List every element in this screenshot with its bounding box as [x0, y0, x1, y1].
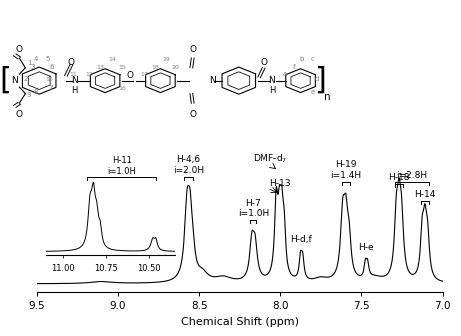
Text: O: O	[68, 58, 75, 68]
Text: N: N	[12, 76, 18, 85]
Text: 6: 6	[50, 65, 54, 70]
Text: 19: 19	[162, 57, 170, 62]
Text: O: O	[189, 110, 196, 119]
Text: H-18: H-18	[388, 173, 409, 182]
Text: 1: 1	[27, 59, 31, 66]
Text: H-19
i=1.4H: H-19 i=1.4H	[330, 161, 361, 180]
Text: H-7
i=1.0H: H-7 i=1.0H	[237, 199, 269, 218]
Text: H-4,6
i=2.0H: H-4,6 i=2.0H	[173, 155, 204, 174]
Text: N: N	[269, 76, 275, 85]
Text: 18: 18	[151, 65, 159, 70]
Text: 10: 10	[46, 77, 53, 82]
Text: H-11
i=1.0H: H-11 i=1.0H	[107, 156, 136, 176]
Text: O: O	[16, 110, 23, 119]
Text: 15: 15	[118, 65, 126, 70]
Text: 13: 13	[97, 65, 105, 70]
Text: b: b	[300, 56, 304, 62]
Text: ]: ]	[314, 66, 326, 95]
Text: 17: 17	[141, 72, 148, 77]
Text: H-14: H-14	[414, 190, 436, 199]
Text: 8: 8	[33, 89, 38, 94]
Text: O: O	[260, 58, 267, 68]
Text: 3: 3	[30, 65, 35, 70]
Text: [: [	[0, 66, 12, 95]
Text: H-13: H-13	[269, 179, 290, 188]
Text: 14: 14	[108, 57, 116, 62]
Text: O: O	[16, 45, 23, 54]
Text: N: N	[71, 76, 78, 85]
Text: a: a	[282, 71, 286, 77]
Text: 11: 11	[69, 72, 77, 77]
Text: N: N	[209, 76, 215, 85]
Text: H-e: H-e	[359, 243, 374, 252]
Text: c: c	[310, 56, 314, 62]
Text: 2: 2	[24, 76, 28, 82]
X-axis label: Chemical Shift (ppm): Chemical Shift (ppm)	[181, 317, 299, 327]
Text: 12: 12	[85, 72, 93, 77]
Text: H: H	[269, 86, 275, 95]
Text: f: f	[293, 65, 295, 70]
Text: i=2.8H: i=2.8H	[396, 171, 427, 180]
Text: H-d,f: H-d,f	[290, 235, 312, 244]
Text: e: e	[310, 89, 314, 94]
Text: O: O	[189, 45, 196, 54]
Text: H: H	[71, 86, 78, 95]
Text: 5: 5	[45, 56, 49, 62]
Text: 7: 7	[48, 85, 53, 91]
Text: 4: 4	[33, 56, 37, 62]
Text: 16: 16	[118, 86, 126, 91]
Text: O: O	[126, 71, 134, 80]
Text: 9: 9	[27, 92, 31, 98]
Text: n: n	[324, 92, 331, 102]
Text: d: d	[314, 76, 319, 82]
Text: DMF-d$_7$: DMF-d$_7$	[254, 153, 288, 165]
Text: 20: 20	[172, 65, 180, 70]
